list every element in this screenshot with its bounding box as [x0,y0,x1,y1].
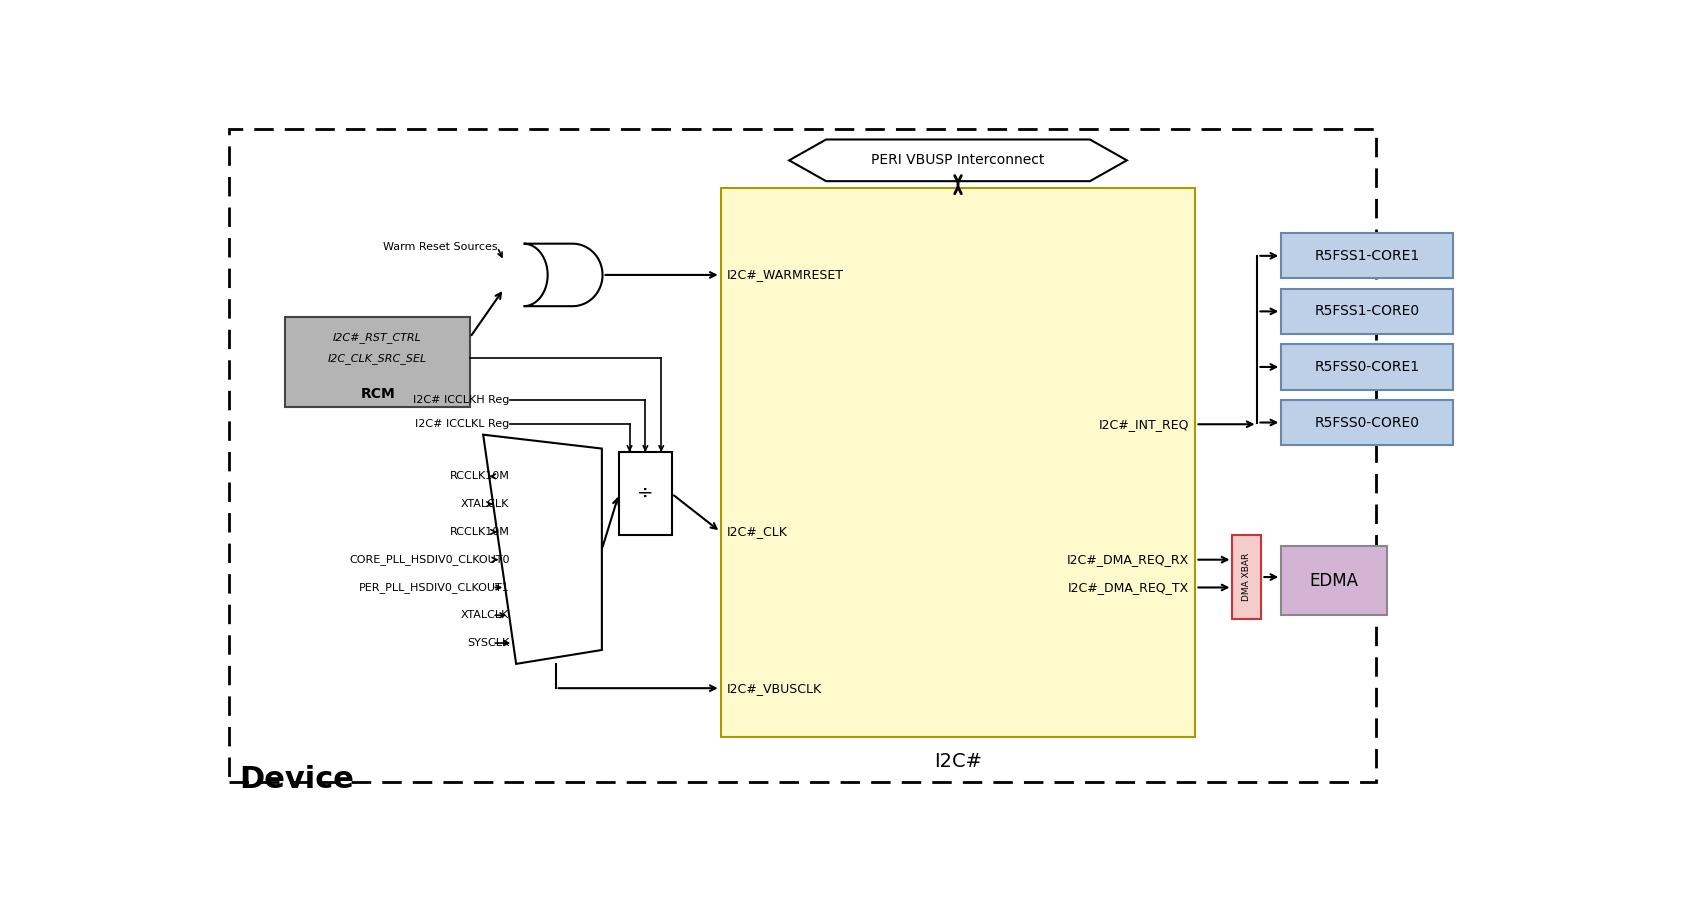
Text: Device: Device [238,765,354,794]
Text: I2C#: I2C# [934,751,982,770]
Text: RCCLK10M: RCCLK10M [449,472,509,482]
Bar [620,452,672,536]
Bar [286,317,470,407]
Text: EDMA: EDMA [1309,572,1358,590]
Bar [720,189,1195,737]
Text: R5FSS0-CORE0: R5FSS0-CORE0 [1314,416,1419,429]
Text: R5FSS1-CORE0: R5FSS1-CORE0 [1314,304,1419,318]
Text: CORE_PLL_HSDIV0_CLKOUT0: CORE_PLL_HSDIV0_CLKOUT0 [349,554,509,566]
Text: DMA XBAR: DMA XBAR [1242,553,1251,601]
Text: Warm Reset Sources: Warm Reset Sources [383,242,497,253]
Text: I2C#_RST_CTRL: I2C#_RST_CTRL [334,332,422,343]
Bar [1282,234,1452,279]
Text: XTALCLK: XTALCLK [461,611,509,621]
Text: I2C#_INT_REQ: I2C#_INT_REQ [1098,418,1188,431]
Text: RCCLK10M: RCCLK10M [449,527,509,537]
Bar [1282,289,1452,334]
Polygon shape [524,244,603,306]
Text: I2C#_VBUSCLK: I2C#_VBUSCLK [727,682,822,695]
Text: I2C# ICCLKH Reg: I2C# ICCLKH Reg [414,395,509,405]
Text: R5FSS1-CORE1: R5FSS1-CORE1 [1314,249,1419,262]
Bar [228,129,1377,782]
Bar [1282,546,1387,615]
Text: I2C#_CLK: I2C#_CLK [727,525,788,538]
Polygon shape [483,435,603,664]
Text: I2C#_DMA_REQ_RX: I2C#_DMA_REQ_RX [1067,553,1188,566]
Bar [1282,345,1452,390]
Text: I2C# ICCLKL Reg: I2C# ICCLKL Reg [415,419,509,429]
Polygon shape [790,140,1127,181]
Text: SYSCLK: SYSCLK [468,638,509,648]
Text: XTALCLK: XTALCLK [461,499,509,509]
Text: I2C_CLK_SRC_SEL: I2C_CLK_SRC_SEL [328,353,427,364]
Text: PERI VBUSP Interconnect: PERI VBUSP Interconnect [871,153,1045,168]
Text: I2C#_WARMRESET: I2C#_WARMRESET [727,269,844,281]
Text: RCM: RCM [361,387,395,401]
Text: PER_PLL_HSDIV0_CLKOUT1: PER_PLL_HSDIV0_CLKOUT1 [359,582,509,593]
Bar [1282,400,1452,445]
Text: R5FSS0-CORE1: R5FSS0-CORE1 [1314,360,1419,374]
Bar [1232,536,1261,619]
Text: ÷: ÷ [637,484,654,503]
Text: I2C#_DMA_REQ_TX: I2C#_DMA_REQ_TX [1067,581,1188,594]
